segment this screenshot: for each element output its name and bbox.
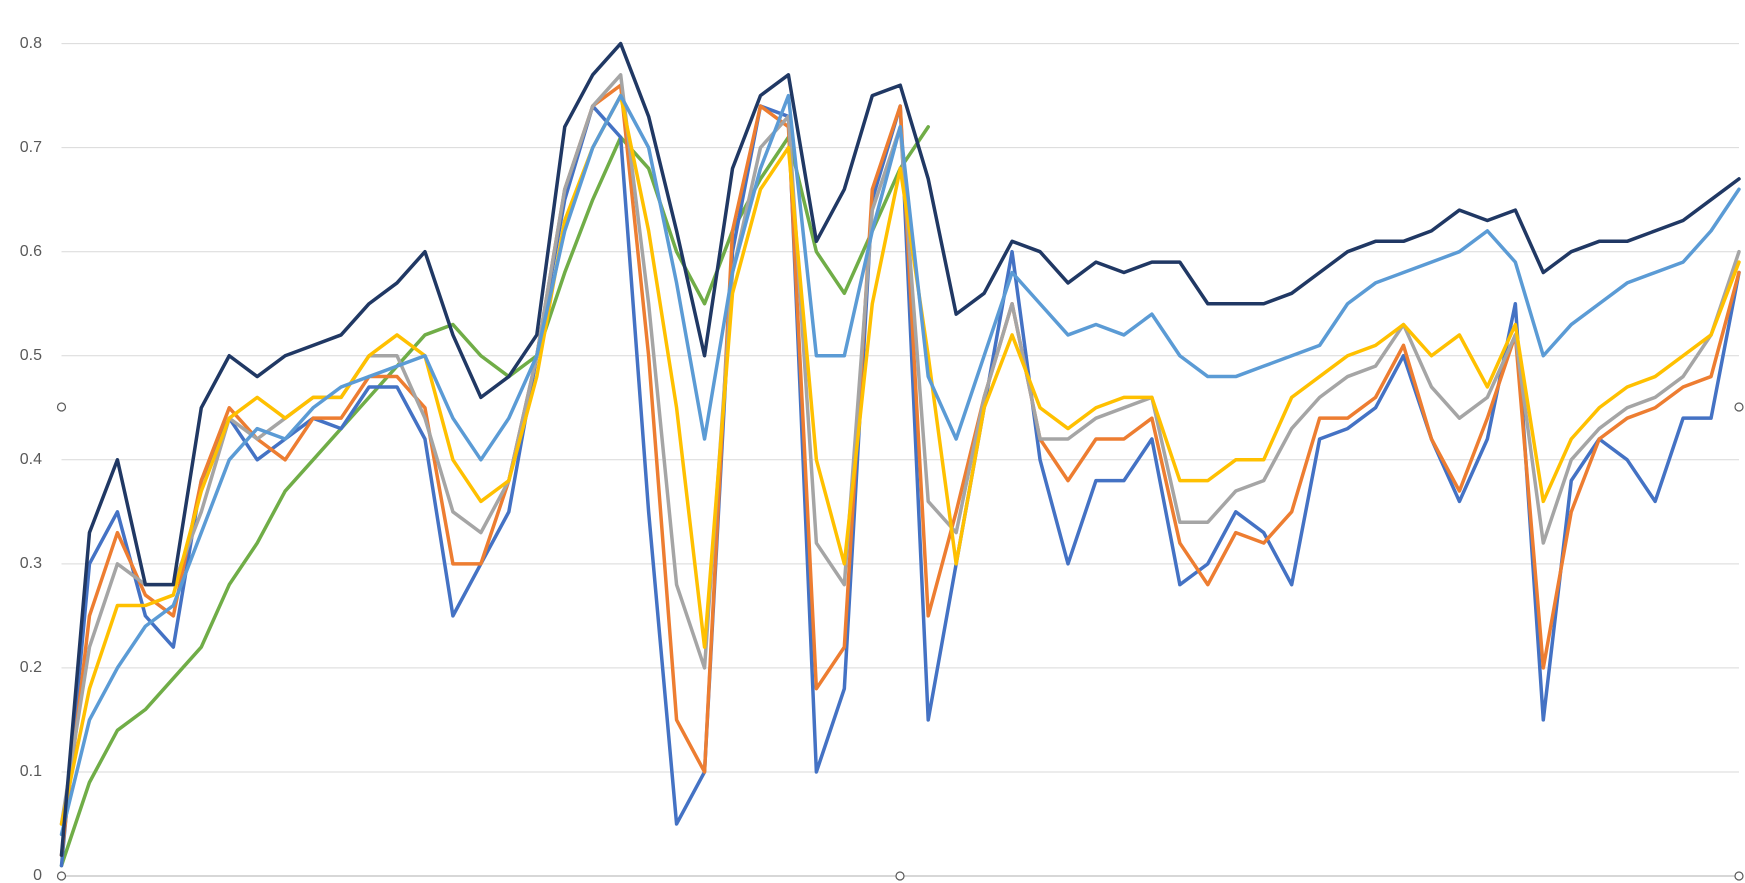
series-line bbox=[59, 93, 1741, 837]
grid bbox=[61, 43, 1739, 877]
series-line bbox=[59, 83, 1741, 857]
selection-handle bbox=[56, 871, 67, 881]
selection-handle bbox=[1734, 871, 1744, 881]
series-line bbox=[59, 41, 1741, 857]
y-tick-label: 0.1 bbox=[20, 763, 42, 780]
series-line bbox=[59, 73, 1741, 826]
selection-handle bbox=[895, 871, 905, 881]
y-tick-label: 0.5 bbox=[20, 347, 42, 364]
series-line bbox=[59, 93, 1741, 826]
y-tick-label: 0.7 bbox=[20, 139, 42, 156]
y-tick-label: 0.6 bbox=[20, 243, 42, 260]
y-tick-label: 0 bbox=[33, 867, 42, 883]
selection-handle bbox=[1734, 402, 1744, 412]
y-tick-label: 0.8 bbox=[20, 35, 42, 52]
lines bbox=[59, 41, 1741, 868]
y-tick-label: 0.3 bbox=[20, 555, 42, 572]
y-tick-label: 0.4 bbox=[20, 451, 42, 468]
y-tick-label: 0.2 bbox=[20, 659, 42, 676]
series-line bbox=[59, 125, 930, 868]
selection-handle bbox=[56, 402, 67, 412]
